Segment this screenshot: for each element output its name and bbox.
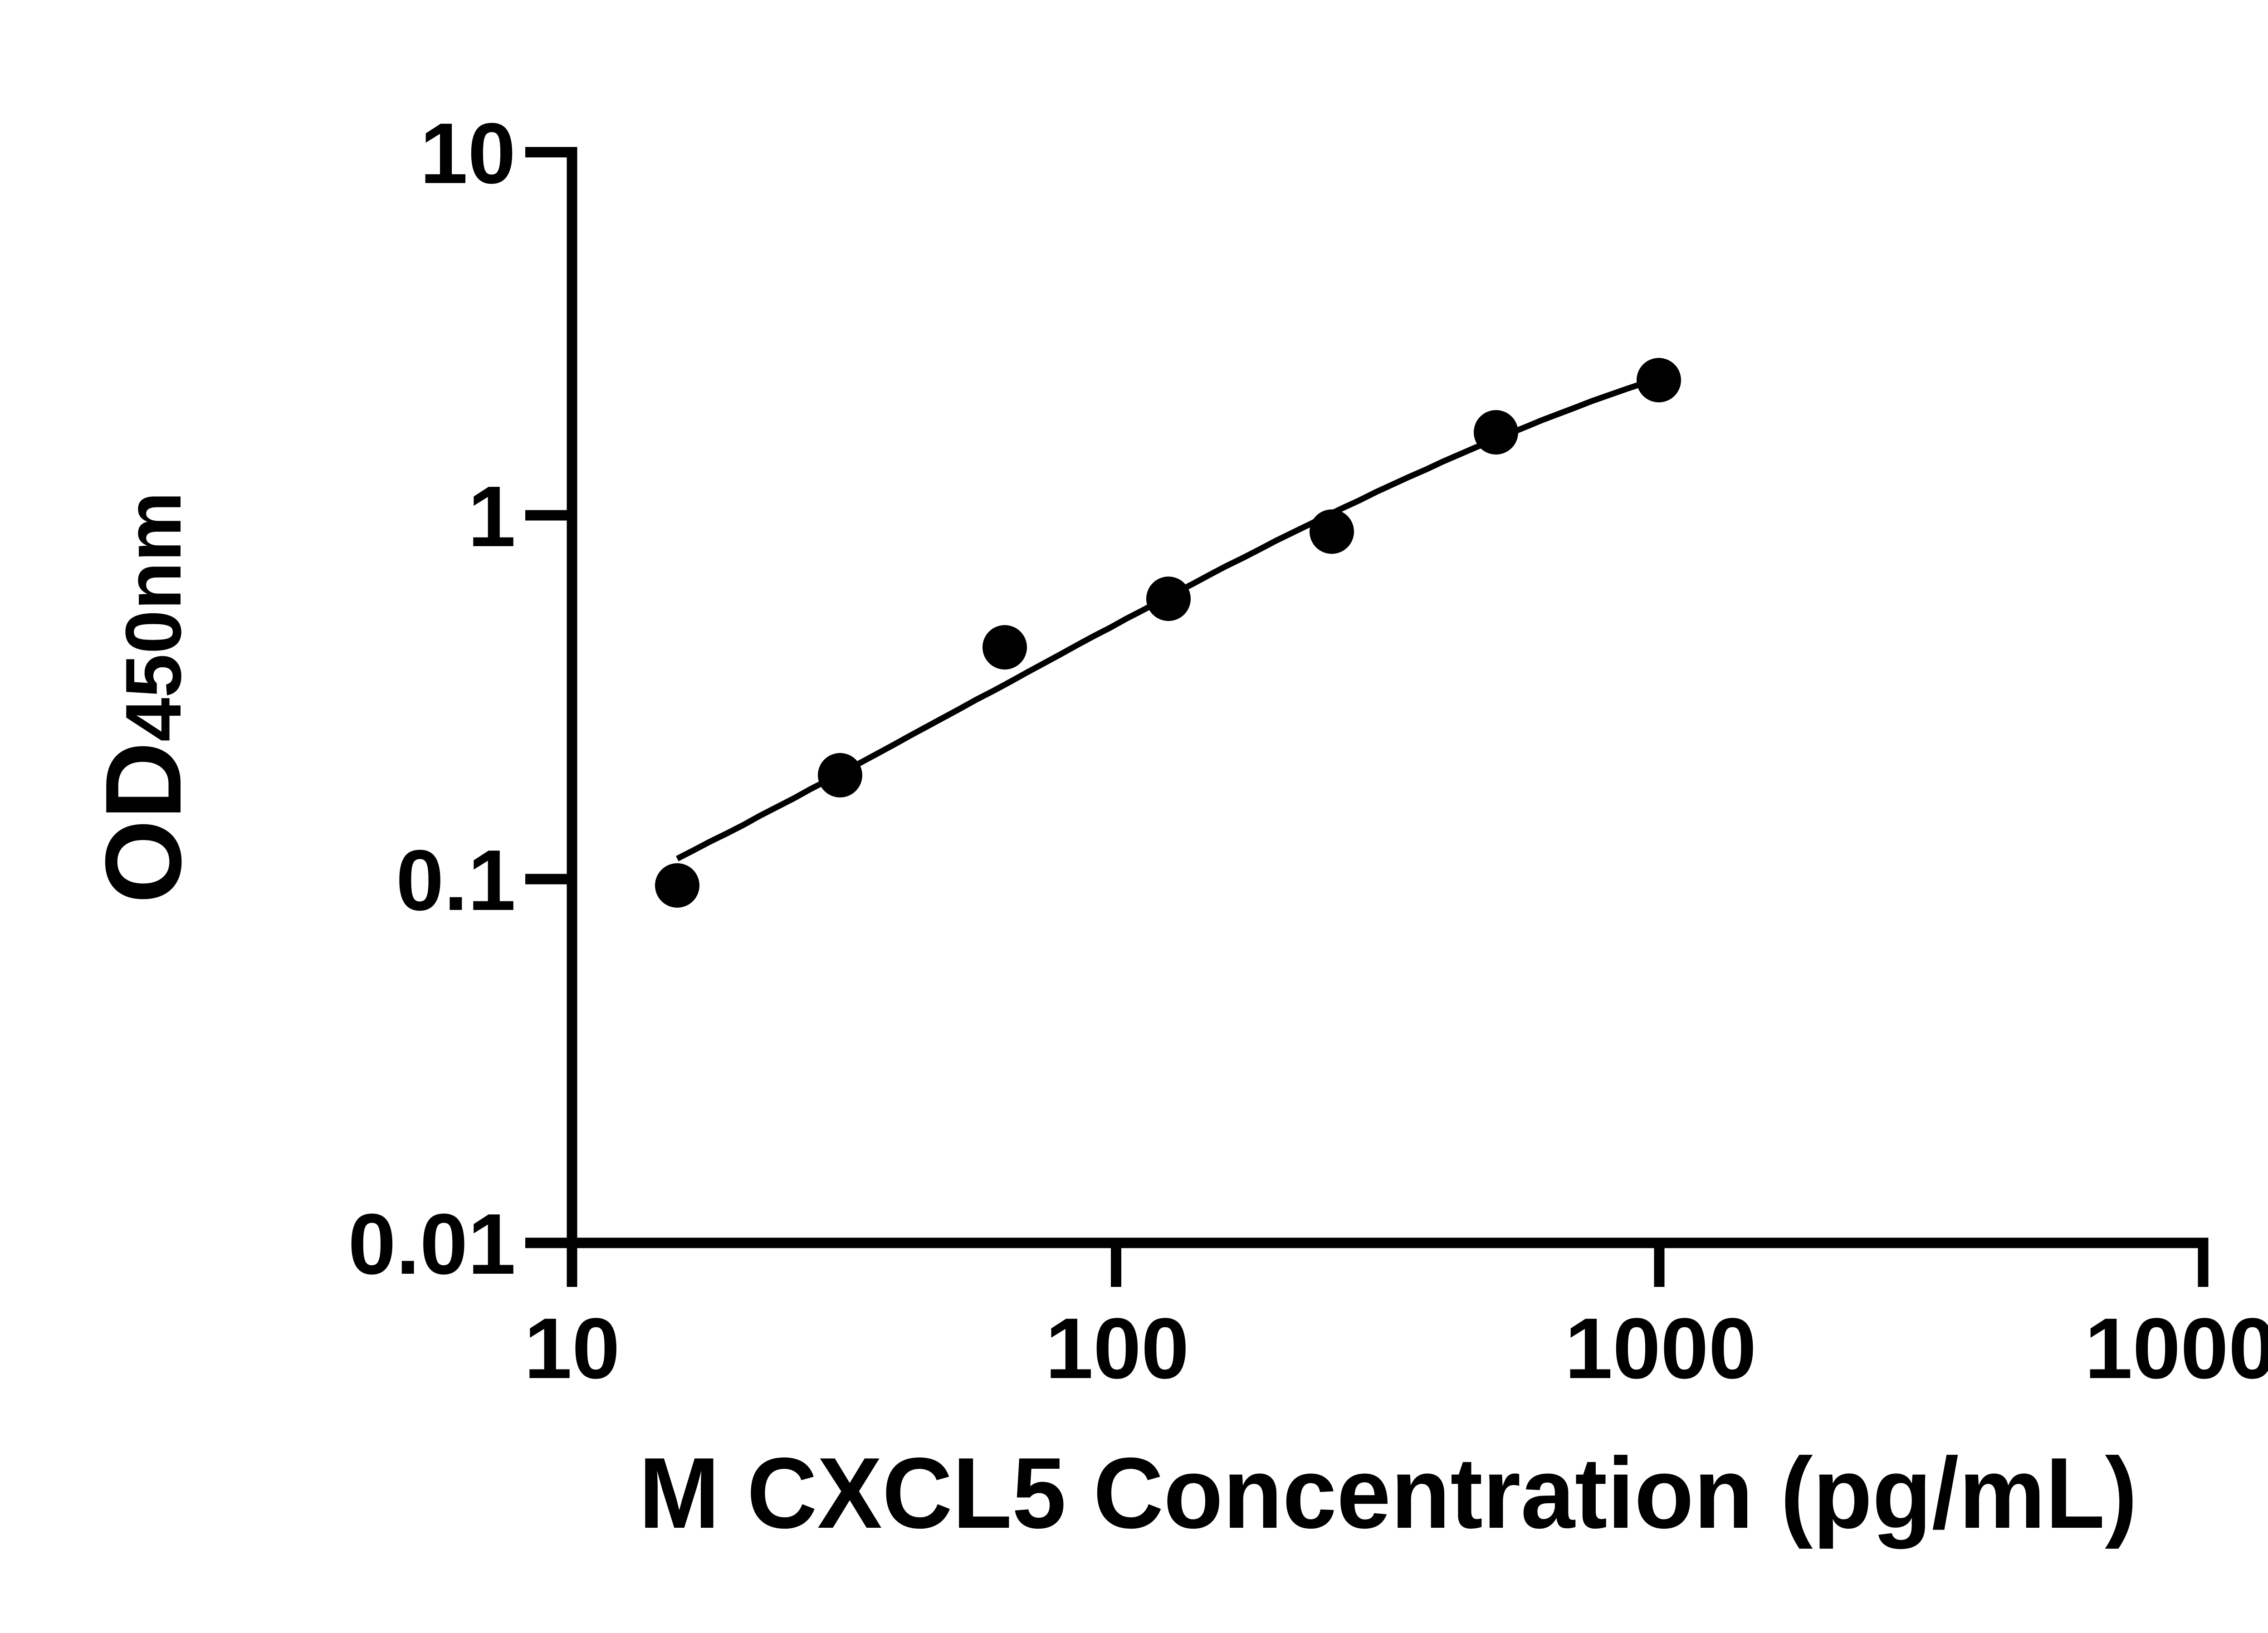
svg-text:10: 10 bbox=[420, 106, 516, 202]
svg-text:10000: 10000 bbox=[2085, 1301, 2268, 1397]
svg-text:10: 10 bbox=[524, 1301, 620, 1397]
svg-text:1000: 1000 bbox=[1565, 1301, 1757, 1397]
svg-text:0.1: 0.1 bbox=[396, 832, 516, 929]
svg-text:100: 100 bbox=[1045, 1301, 1189, 1397]
svg-text:M CXCL5 Concentration (pg/mL): M CXCL5 Concentration (pg/mL) bbox=[639, 1437, 2137, 1550]
svg-text:1: 1 bbox=[468, 469, 516, 565]
svg-text:0.01: 0.01 bbox=[348, 1196, 516, 1292]
